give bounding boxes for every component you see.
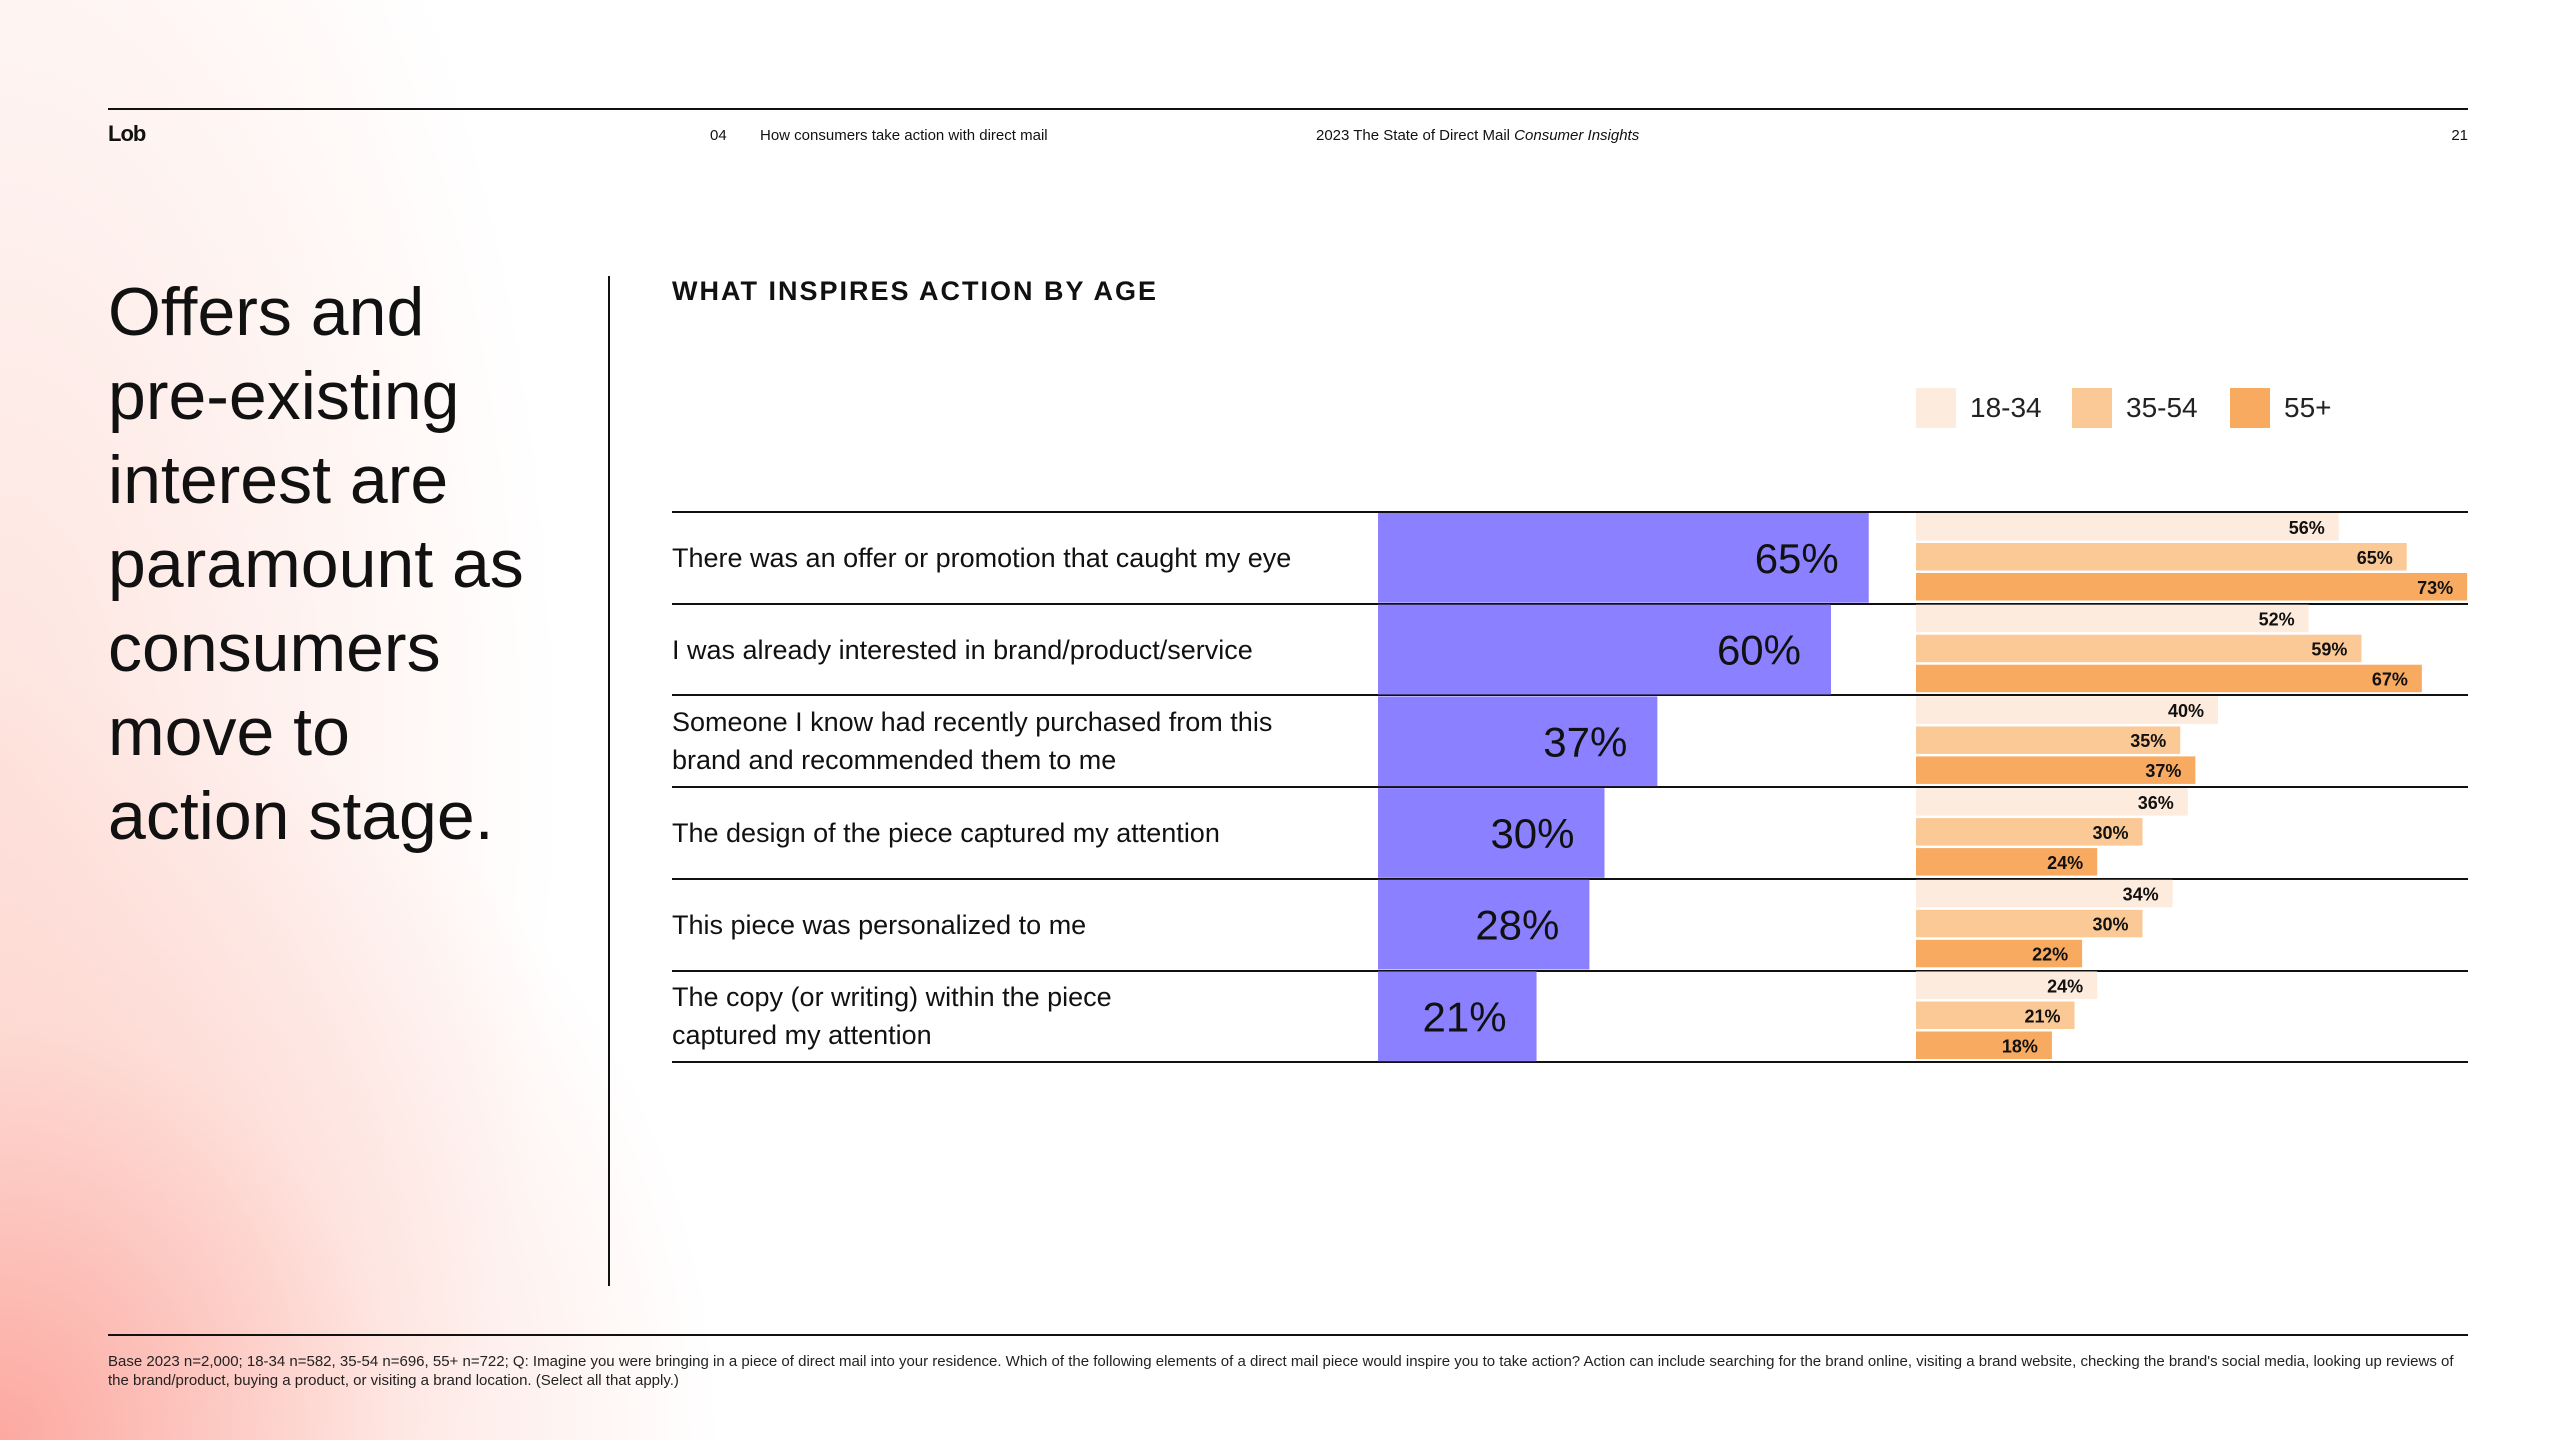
total-bar bbox=[1378, 513, 1869, 603]
headline: Offers and pre-existing interest are par… bbox=[108, 270, 608, 858]
age-value-label: 36% bbox=[2138, 793, 2174, 813]
report-title-italic: Consumer Insights bbox=[1514, 127, 1640, 144]
lob-logo: Lob bbox=[108, 121, 146, 146]
total-value-label: 65% bbox=[1755, 535, 1839, 582]
age-bar-18-34 bbox=[1916, 879, 2173, 908]
age-value-label: 59% bbox=[2311, 639, 2347, 659]
age-bar-55+ bbox=[1916, 664, 2422, 693]
age-value-label: 67% bbox=[2372, 669, 2408, 689]
page-number: 21 bbox=[2451, 127, 2468, 144]
total-bar bbox=[1378, 696, 1658, 787]
age-value-label: 35% bbox=[2130, 731, 2166, 751]
chart-top-rule bbox=[672, 511, 2468, 513]
row-divider bbox=[672, 877, 2468, 880]
total-bar bbox=[1378, 604, 1831, 695]
row-label-line: captured my attention bbox=[672, 1020, 932, 1051]
headline-line: move to bbox=[108, 694, 350, 770]
age-bar-18-34 bbox=[1916, 513, 2339, 541]
total-value-label: 28% bbox=[1475, 902, 1559, 949]
column-divider bbox=[608, 276, 610, 1286]
row-label: The design of the piece captured my atte… bbox=[672, 814, 1352, 852]
row-divider bbox=[672, 602, 2468, 605]
legend-swatch-55-plus bbox=[2230, 388, 2270, 428]
age-value-label: 30% bbox=[2092, 823, 2128, 843]
legend-item-55-plus: 55+ bbox=[2230, 388, 2332, 428]
report-title-regular: 2023 The State of Direct Mail bbox=[1316, 127, 1510, 144]
total-bar bbox=[1378, 879, 1590, 970]
headline-line: action stage. bbox=[108, 778, 494, 854]
headline-line: Offers and bbox=[108, 274, 425, 350]
row-label-line: The copy (or writing) within the piece bbox=[672, 982, 1112, 1013]
row-divider bbox=[672, 969, 2468, 972]
total-value-label: 37% bbox=[1543, 718, 1627, 765]
age-bar-35-54 bbox=[1916, 543, 2407, 571]
age-value-label: 65% bbox=[2357, 548, 2393, 568]
footnote: Base 2023 n=2,000; 18-34 n=582, 35-54 n=… bbox=[108, 1353, 2454, 1389]
age-value-label: 22% bbox=[2032, 945, 2068, 965]
age-bar-18-34 bbox=[1916, 971, 2098, 999]
legend-item-18-34: 18-34 bbox=[1916, 388, 2042, 428]
age-value-label: 24% bbox=[2047, 976, 2083, 996]
row-label: There was an offer or promotion that cau… bbox=[672, 539, 1352, 577]
age-bar-55+ bbox=[1916, 1031, 2052, 1059]
age-value-label: 21% bbox=[2025, 1006, 2061, 1026]
age-bar-35-54 bbox=[1916, 726, 2181, 754]
chart-title: WHAT INSPIRES ACTION BY AGE bbox=[672, 276, 1159, 306]
age-bar-55+ bbox=[1916, 573, 2468, 601]
row-label: The copy (or writing) within the piece ca… bbox=[672, 978, 1352, 1054]
row-label-line: brand and recommended them to me bbox=[672, 745, 1117, 776]
age-bar-35-54 bbox=[1916, 909, 2143, 938]
age-bar-55+ bbox=[1916, 848, 2098, 876]
row-label: This piece was personalized to me bbox=[672, 906, 1352, 944]
age-value-label: 56% bbox=[2289, 518, 2325, 538]
age-bar-18-34 bbox=[1916, 696, 2218, 724]
age-bar-35-54 bbox=[1916, 1001, 2075, 1029]
row-label-line: There was an offer or promotion that cau… bbox=[672, 542, 1292, 573]
age-bar-35-54 bbox=[1916, 818, 2143, 846]
headline-line: consumers bbox=[108, 610, 441, 686]
row-label-line: I was already interested in brand/produc… bbox=[672, 634, 1253, 665]
age-bar-18-34 bbox=[1916, 604, 2309, 633]
row-divider bbox=[672, 1061, 2468, 1064]
row-label-line: This piece was personalized to me bbox=[672, 909, 1087, 940]
total-bar bbox=[1378, 971, 1537, 1062]
header-rule bbox=[108, 108, 2468, 110]
report-title: 2023 The State of Direct Mail Consumer I… bbox=[1316, 127, 1639, 144]
legend-swatch-35-54 bbox=[2072, 388, 2112, 428]
age-value-label: 34% bbox=[2123, 885, 2159, 905]
row-label-line: The design of the piece captured my atte… bbox=[672, 817, 1220, 848]
legend-label-55-plus: 55+ bbox=[2284, 392, 2332, 423]
headline-line: pre-existing bbox=[108, 358, 460, 434]
row-divider bbox=[672, 694, 2468, 697]
age-value-label: 24% bbox=[2047, 853, 2083, 873]
row-label-line: Someone I know had recently purchased fr… bbox=[672, 707, 1273, 738]
age-value-label: 37% bbox=[2145, 761, 2181, 781]
row-label: I was already interested in brand/produc… bbox=[672, 631, 1352, 669]
headline-line: paramount as bbox=[108, 526, 524, 602]
section-number: 04 bbox=[710, 127, 727, 144]
age-value-label: 40% bbox=[2168, 701, 2204, 721]
row-divider bbox=[672, 786, 2468, 789]
age-value-label: 30% bbox=[2092, 915, 2128, 935]
age-value-label: 52% bbox=[2259, 609, 2295, 629]
section-title: How consumers take action with direct ma… bbox=[760, 127, 1048, 144]
total-value-label: 21% bbox=[1422, 993, 1506, 1040]
age-bar-55+ bbox=[1916, 939, 2083, 968]
age-bar-35-54 bbox=[1916, 634, 2362, 663]
age-value-label: 73% bbox=[2417, 578, 2453, 598]
headline-line: interest are bbox=[108, 442, 449, 518]
total-bar bbox=[1378, 788, 1605, 878]
legend-swatch-18-34 bbox=[1916, 388, 1956, 428]
age-bar-18-34 bbox=[1916, 788, 2188, 816]
age-bar-55+ bbox=[1916, 756, 2196, 784]
total-value-label: 30% bbox=[1490, 810, 1574, 857]
age-value-label: 18% bbox=[2002, 1036, 2038, 1056]
total-value-label: 60% bbox=[1717, 627, 1801, 674]
footer-rule bbox=[108, 1334, 2468, 1336]
legend-label-35-54: 35-54 bbox=[2126, 392, 2198, 423]
row-label: Someone I know had recently purchased fr… bbox=[672, 703, 1352, 779]
legend-label-18-34: 18-34 bbox=[1970, 392, 2042, 423]
legend-item-35-54: 35-54 bbox=[2072, 388, 2198, 428]
